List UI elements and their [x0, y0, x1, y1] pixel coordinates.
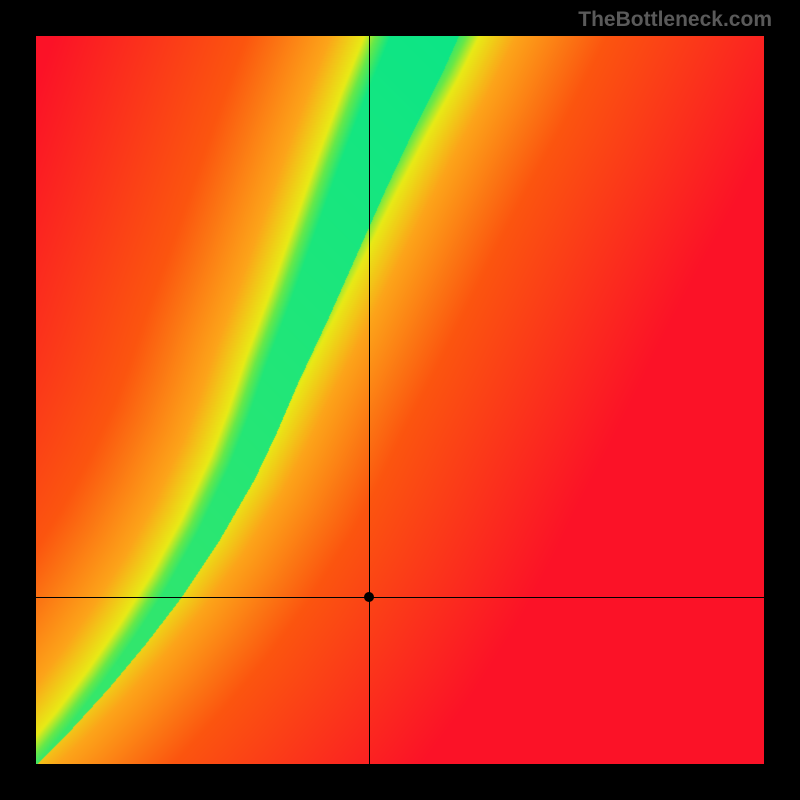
crosshair-horizontal — [36, 597, 764, 598]
crosshair-vertical — [369, 36, 370, 764]
watermark-text: TheBottleneck.com — [578, 8, 772, 32]
crosshair-marker-dot — [364, 592, 374, 602]
heatmap-plot — [36, 36, 764, 764]
heatmap-canvas — [36, 36, 764, 764]
